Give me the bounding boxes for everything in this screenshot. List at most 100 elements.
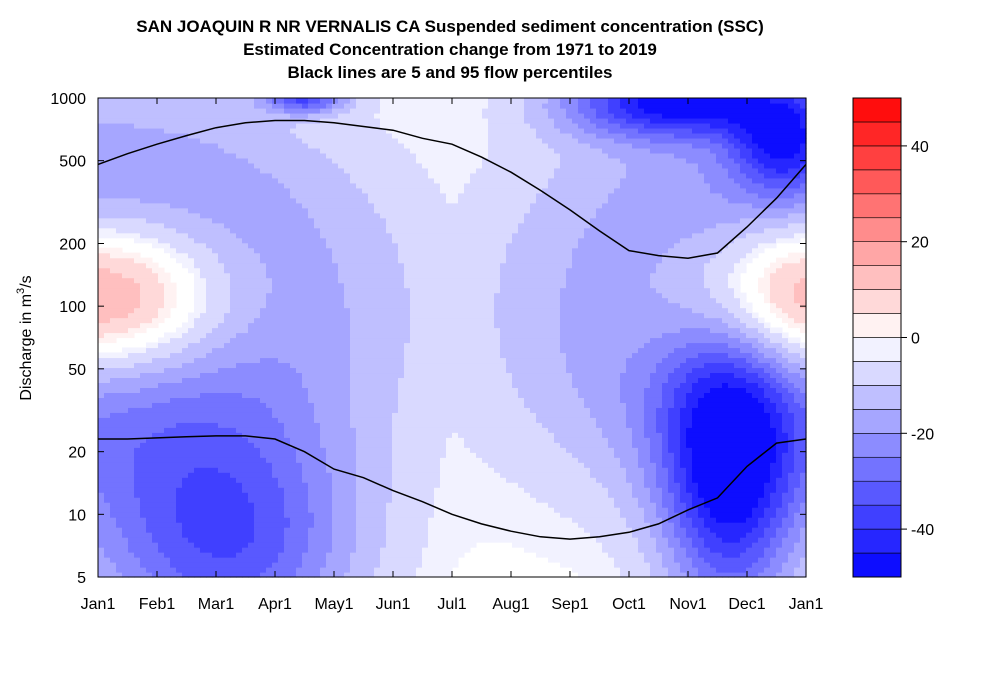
contour-cell <box>134 442 141 448</box>
contour-cell <box>332 183 339 189</box>
contour-cell <box>128 552 135 558</box>
contour-cell <box>242 347 249 353</box>
contour-cell <box>302 532 309 538</box>
contour-cell <box>98 457 105 463</box>
contour-cell <box>332 562 339 568</box>
contour-cell <box>224 168 231 174</box>
contour-cell <box>392 437 399 443</box>
contour-cell <box>374 213 381 219</box>
contour-cell <box>338 198 345 204</box>
contour-cell <box>104 248 111 254</box>
contour-cell <box>290 562 297 568</box>
contour-cell <box>326 323 333 329</box>
contour-cell <box>284 283 291 289</box>
contour-cell <box>302 108 309 114</box>
contour-cell <box>398 233 405 239</box>
contour-cell <box>194 362 201 368</box>
contour-cell <box>398 507 405 513</box>
contour-cell <box>272 482 279 488</box>
contour-cell <box>266 527 273 533</box>
contour-cell <box>122 527 129 533</box>
contour-cell <box>254 278 261 284</box>
contour-cell <box>320 567 327 573</box>
contour-cell <box>242 552 249 558</box>
contour-cell <box>146 412 153 418</box>
contour-cell <box>242 168 249 174</box>
contour-cell <box>404 248 411 254</box>
contour-cell <box>314 333 321 339</box>
contour-cell <box>128 502 135 508</box>
contour-cell <box>164 557 171 563</box>
contour-cell <box>248 477 255 483</box>
contour-cell <box>248 188 255 194</box>
contour-cell <box>380 138 387 144</box>
contour-cell <box>320 223 327 229</box>
contour-cell <box>284 507 291 513</box>
contour-cell <box>176 567 183 573</box>
contour-cell <box>308 497 315 503</box>
contour-cell <box>332 158 339 164</box>
contour-cell <box>122 303 129 309</box>
contour-cell <box>410 502 417 508</box>
contour-cell <box>170 477 177 483</box>
contour-cell <box>236 248 243 254</box>
contour-cell <box>146 228 153 234</box>
contour-cell <box>200 547 207 553</box>
contour-cell <box>260 372 267 378</box>
contour-cell <box>380 402 387 408</box>
contour-cell <box>296 328 303 334</box>
contour-cell <box>104 457 111 463</box>
contour-cell <box>320 233 327 239</box>
contour-cell <box>332 178 339 184</box>
contour-cell <box>194 248 201 254</box>
contour-cell <box>254 552 261 558</box>
contour-cell <box>98 397 105 403</box>
contour-cell <box>170 238 177 244</box>
contour-cell <box>260 168 267 174</box>
contour-cell <box>386 188 393 194</box>
contour-cell <box>362 108 369 114</box>
contour-cell <box>350 318 357 324</box>
contour-cell <box>296 188 303 194</box>
contour-cell <box>266 567 273 573</box>
contour-cell <box>182 442 189 448</box>
contour-cell <box>140 417 147 423</box>
contour-cell <box>368 347 375 353</box>
contour-cell <box>212 537 219 543</box>
contour-cell <box>164 213 171 219</box>
contour-cell <box>236 178 243 184</box>
contour-cell <box>260 497 267 503</box>
contour-cell <box>344 283 351 289</box>
contour-cell <box>272 328 279 334</box>
contour-cell <box>410 238 417 244</box>
contour-cell <box>302 313 309 319</box>
contour-cell <box>104 352 111 358</box>
contour-cell <box>272 537 279 543</box>
contour-cell <box>188 168 195 174</box>
contour-cell <box>314 138 321 144</box>
contour-cell <box>326 123 333 129</box>
contour-cell <box>116 143 123 149</box>
contour-cell <box>182 522 189 528</box>
contour-cell <box>320 502 327 508</box>
contour-cell <box>308 113 315 119</box>
contour-cell <box>296 228 303 234</box>
contour-cell <box>122 482 129 488</box>
contour-cell <box>290 218 297 224</box>
contour-cell <box>98 507 105 513</box>
contour-cell <box>212 377 219 383</box>
contour-cell <box>302 392 309 398</box>
contour-cell <box>170 108 177 114</box>
contour-cell <box>284 472 291 478</box>
contour-cell <box>104 387 111 393</box>
contour-cell <box>164 128 171 134</box>
contour-cell <box>278 412 285 418</box>
contour-cell <box>296 557 303 563</box>
contour-cell <box>248 143 255 149</box>
contour-cell <box>278 447 285 453</box>
contour-cell <box>314 248 321 254</box>
contour-cell <box>194 288 201 294</box>
contour-cell <box>290 352 297 358</box>
contour-cell <box>338 303 345 309</box>
contour-cell <box>290 452 297 458</box>
